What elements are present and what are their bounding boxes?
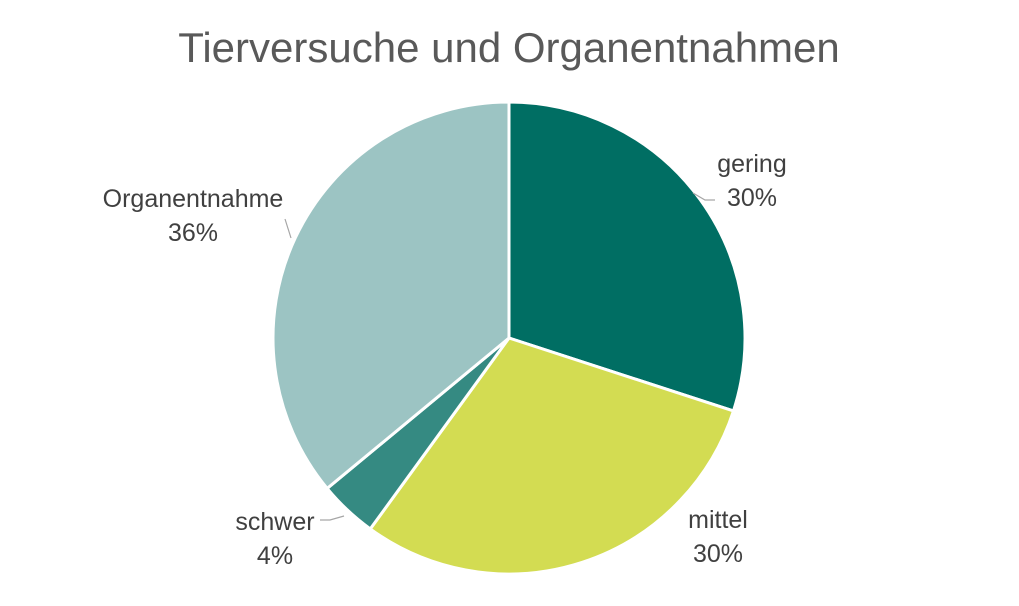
- slice-label-gering: gering: [717, 150, 787, 178]
- leader-lines: [284, 192, 715, 521]
- leader-line-schwer: [320, 515, 345, 521]
- leader-line-organentnahme: [284, 218, 292, 239]
- pie-slices: [271, 100, 747, 576]
- slice-label-mittel: mittel: [688, 506, 748, 534]
- slice-label-organentnahme: Organentnahme: [103, 185, 284, 213]
- pie-slice-organentnahme: [271, 100, 511, 491]
- chart-title: Tierversuche und Organentnahmen: [178, 24, 840, 71]
- slice-label-schwer: schwer: [235, 508, 314, 536]
- pie-slice-gering: [507, 100, 747, 413]
- pie-slice-mittel: [368, 336, 736, 576]
- slice-labels: gering 30% mittel 30% schwer 4% Organentnahme 3…: [103, 150, 787, 570]
- slice-value-mittel: 30%: [693, 540, 743, 568]
- leader-line-gering: [692, 192, 715, 201]
- slice-value-gering: 30%: [727, 184, 777, 212]
- slice-value-organentnahme: 36%: [168, 219, 218, 247]
- slice-value-schwer: 4%: [257, 542, 293, 570]
